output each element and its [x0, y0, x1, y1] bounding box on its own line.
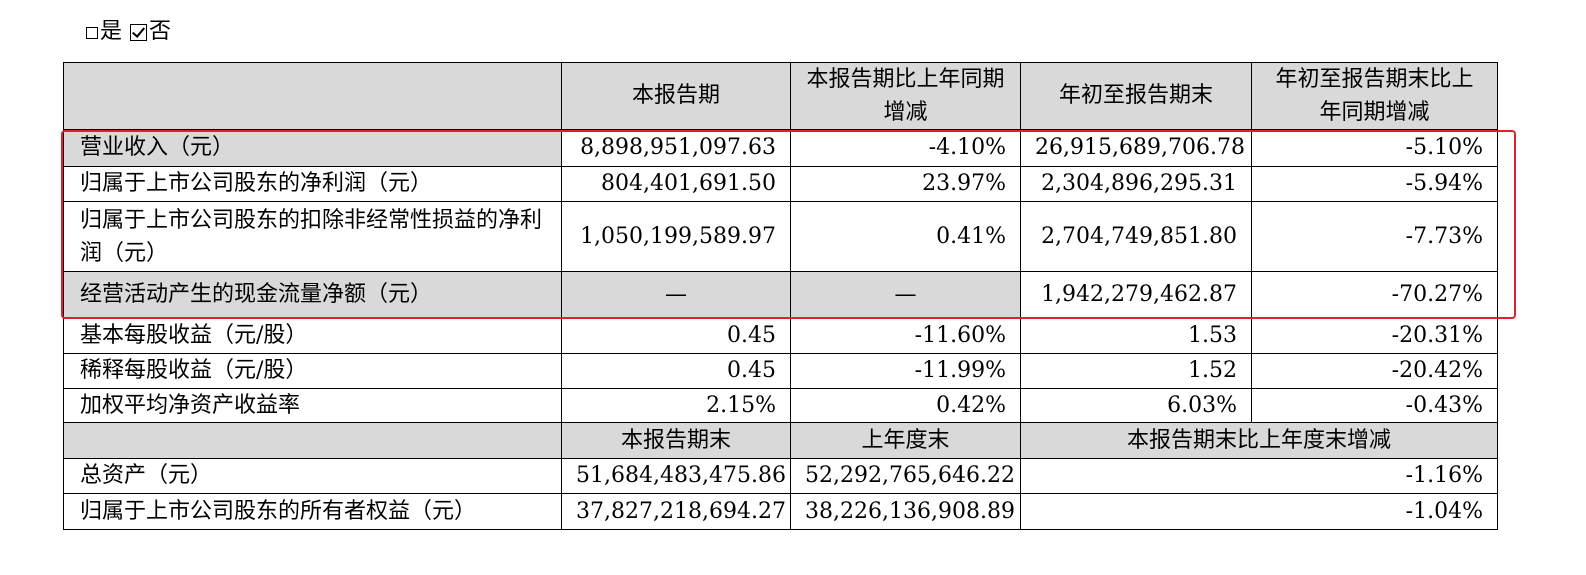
cell-value: — [790, 271, 1021, 319]
cell-value: 2,704,749,851.80 [1020, 201, 1252, 272]
cell-value: 51,684,483,475.86 [561, 458, 791, 494]
cell-value: 804,401,691.50 [561, 166, 791, 202]
row-label: 基本每股收益（元/股） [63, 318, 562, 354]
cell-value: 6.03% [1020, 388, 1252, 423]
row-label: 稀释每股收益（元/股） [63, 353, 562, 389]
cell-value: -0.43% [1251, 388, 1498, 423]
table-row: 基本每股收益（元/股） 0.45 -11.60% 1.53 -20.31% [63, 318, 1498, 354]
cell-value: 1.52 [1020, 353, 1252, 389]
table-row: 总资产（元） 51,684,483,475.86 52,292,765,646.… [63, 458, 1498, 494]
cell-value: -4.10% [790, 129, 1021, 167]
header-ytd: 年初至报告期末 [1020, 62, 1252, 130]
table-row: 归属于上市公司股东的净利润（元） 804,401,691.50 23.97% 2… [63, 166, 1498, 202]
cell-value: 1,050,199,589.97 [561, 201, 791, 272]
table-row: 归属于上市公司股东的所有者权益（元） 37,827,218,694.27 38,… [63, 493, 1498, 530]
cell-value: 1.53 [1020, 318, 1252, 354]
cell-value: 2,304,896,295.31 [1020, 166, 1252, 202]
checked-box-icon[interactable] [130, 23, 148, 41]
cell-value: -11.99% [790, 353, 1021, 389]
cell-value: 1,942,279,462.87 [1020, 271, 1252, 319]
table-row: 稀释每股收益（元/股） 0.45 -11.99% 1.52 -20.42% [63, 353, 1498, 389]
cell-value: -7.73% [1251, 201, 1498, 272]
row-label: 加权平均净资产收益率 [63, 388, 562, 423]
restatement-choice: 是 否 [86, 12, 171, 52]
subheader-period-end: 本报告期末 [561, 422, 791, 459]
row-label: 营业收入（元） [63, 129, 562, 167]
subheader-empty-cell [63, 422, 562, 459]
cell-value: — [561, 271, 791, 319]
subheader-prior-year-end: 上年度末 [790, 422, 1021, 459]
cell-value: 0.42% [790, 388, 1021, 423]
cell-value: -70.27% [1251, 271, 1498, 319]
cell-value: -1.16% [1020, 458, 1498, 494]
cell-value: 52,292,765,646.22 [790, 458, 1021, 494]
cell-value: -20.42% [1251, 353, 1498, 389]
cell-value: 0.41% [790, 201, 1021, 272]
cell-value: 8,898,951,097.63 [561, 129, 791, 167]
header-current-period: 本报告期 [561, 62, 791, 130]
table-row: 经营活动产生的现金流量净额（元） — — 1,942,279,462.87 -7… [63, 271, 1498, 319]
row-label: 归属于上市公司股东的所有者权益（元） [63, 493, 562, 530]
cell-value: -5.10% [1251, 129, 1498, 167]
table-row: 营业收入（元） 8,898,951,097.63 -4.10% 26,915,6… [63, 129, 1498, 167]
option-yes-label: 是 [100, 19, 123, 44]
cell-value: 23.97% [790, 166, 1021, 202]
cell-value: 38,226,136,908.89 [790, 493, 1021, 530]
row-label: 经营活动产生的现金流量净额（元） [63, 271, 562, 319]
cell-value: 26,915,689,706.78 [1020, 129, 1252, 167]
header-ytd-yoy: 年初至报告期末比上年同期增减 [1251, 62, 1498, 130]
header-current-period-yoy: 本报告期比上年同期增减 [790, 62, 1021, 130]
row-label: 归属于上市公司股东的净利润（元） [63, 166, 562, 202]
financial-data-table: 本报告期 本报告期比上年同期增减 年初至报告期末 年初至报告期末比上年同期增减 … [63, 62, 1498, 530]
header-empty-cell [63, 62, 562, 130]
row-label: 归属于上市公司股东的扣除非经常性损益的净利润（元） [63, 201, 562, 272]
option-no-label: 否 [149, 19, 172, 44]
cell-value: 37,827,218,694.27 [561, 493, 791, 530]
cell-value: -20.31% [1251, 318, 1498, 354]
table-row: 加权平均净资产收益率 2.15% 0.42% 6.03% -0.43% [63, 388, 1498, 423]
table-subheader-row: 本报告期末 上年度末 本报告期末比上年度末增减 [63, 422, 1498, 459]
cell-value: 0.45 [561, 318, 791, 354]
table-header-row: 本报告期 本报告期比上年同期增减 年初至报告期末 年初至报告期末比上年同期增减 [63, 62, 1498, 130]
table-row: 归属于上市公司股东的扣除非经常性损益的净利润（元） 1,050,199,589.… [63, 201, 1498, 272]
cell-value: 2.15% [561, 388, 791, 423]
unchecked-box-icon[interactable] [86, 27, 98, 39]
cell-value: -1.04% [1020, 493, 1498, 530]
row-label: 总资产（元） [63, 458, 562, 494]
cell-value: -5.94% [1251, 166, 1498, 202]
subheader-change: 本报告期末比上年度末增减 [1020, 422, 1498, 459]
cell-value: -11.60% [790, 318, 1021, 354]
cell-value: 0.45 [561, 353, 791, 389]
